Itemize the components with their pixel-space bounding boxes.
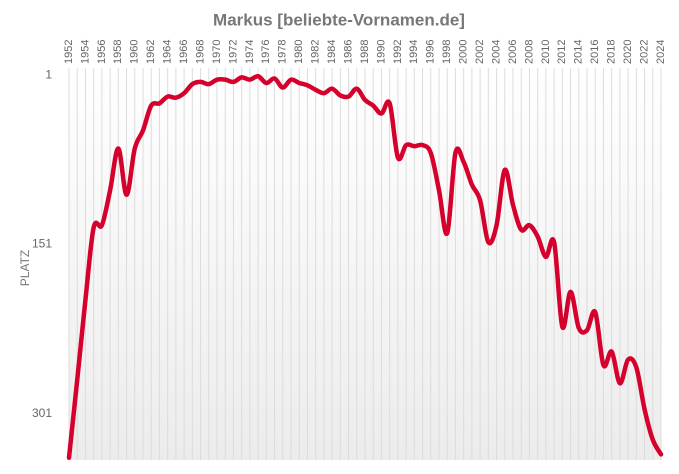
y-tick-label: 1 <box>45 67 52 81</box>
x-tick-label: 1970 <box>211 40 223 64</box>
x-tick-label: 1972 <box>227 40 239 64</box>
x-tick-label: 1986 <box>342 40 354 64</box>
x-tick-label: 1998 <box>441 40 453 64</box>
x-tick-label: 1980 <box>293 40 305 64</box>
x-tick-label: 1996 <box>425 40 437 64</box>
x-tick-label: 1994 <box>408 40 420 64</box>
x-tick-label: 2004 <box>490 40 502 64</box>
x-tick-label: 1960 <box>129 40 141 64</box>
x-tick-label: 1988 <box>359 40 371 64</box>
x-tick-label: 1954 <box>79 40 91 64</box>
y-axis-label: PLATZ <box>18 250 32 286</box>
x-tick-label: 1974 <box>244 40 256 64</box>
x-tick-label: 1958 <box>112 40 124 64</box>
x-tick-label: 2014 <box>573 40 585 64</box>
x-tick-label: 1976 <box>260 40 272 64</box>
x-tick-label: 2010 <box>540 40 552 64</box>
y-tick-label: 301 <box>32 406 52 420</box>
x-tick-label: 1968 <box>194 40 206 64</box>
x-tick-label: 1978 <box>277 40 289 64</box>
x-tick-label: 2016 <box>589 40 601 64</box>
x-tick-label: 1984 <box>326 40 338 64</box>
x-tick-label: 1952 <box>63 40 75 64</box>
data-line <box>66 73 664 460</box>
x-tick-label: 1992 <box>392 40 404 64</box>
x-tick-label: 2008 <box>523 40 535 64</box>
x-tick-label: 1956 <box>96 40 108 64</box>
x-tick-label: 1966 <box>178 40 190 64</box>
x-tick-label: 1962 <box>145 40 157 64</box>
x-tick-label: 2022 <box>638 40 650 64</box>
chart-title: Markus [beliebte-Vornamen.de] <box>213 10 465 29</box>
x-tick-label: 2020 <box>622 40 634 64</box>
x-tick-label: 1982 <box>310 40 322 64</box>
x-tick-label: 2012 <box>556 40 568 64</box>
x-tick-label: 1964 <box>162 40 174 64</box>
y-tick-label: 151 <box>32 237 52 251</box>
x-tick-label: 2002 <box>474 40 486 64</box>
x-tick-label: 1990 <box>375 40 387 64</box>
x-tick-label: 2006 <box>507 40 519 64</box>
x-tick-label: 2018 <box>606 40 618 64</box>
x-tick-label: 2000 <box>458 40 470 64</box>
x-tick-label: 2024 <box>655 40 667 64</box>
